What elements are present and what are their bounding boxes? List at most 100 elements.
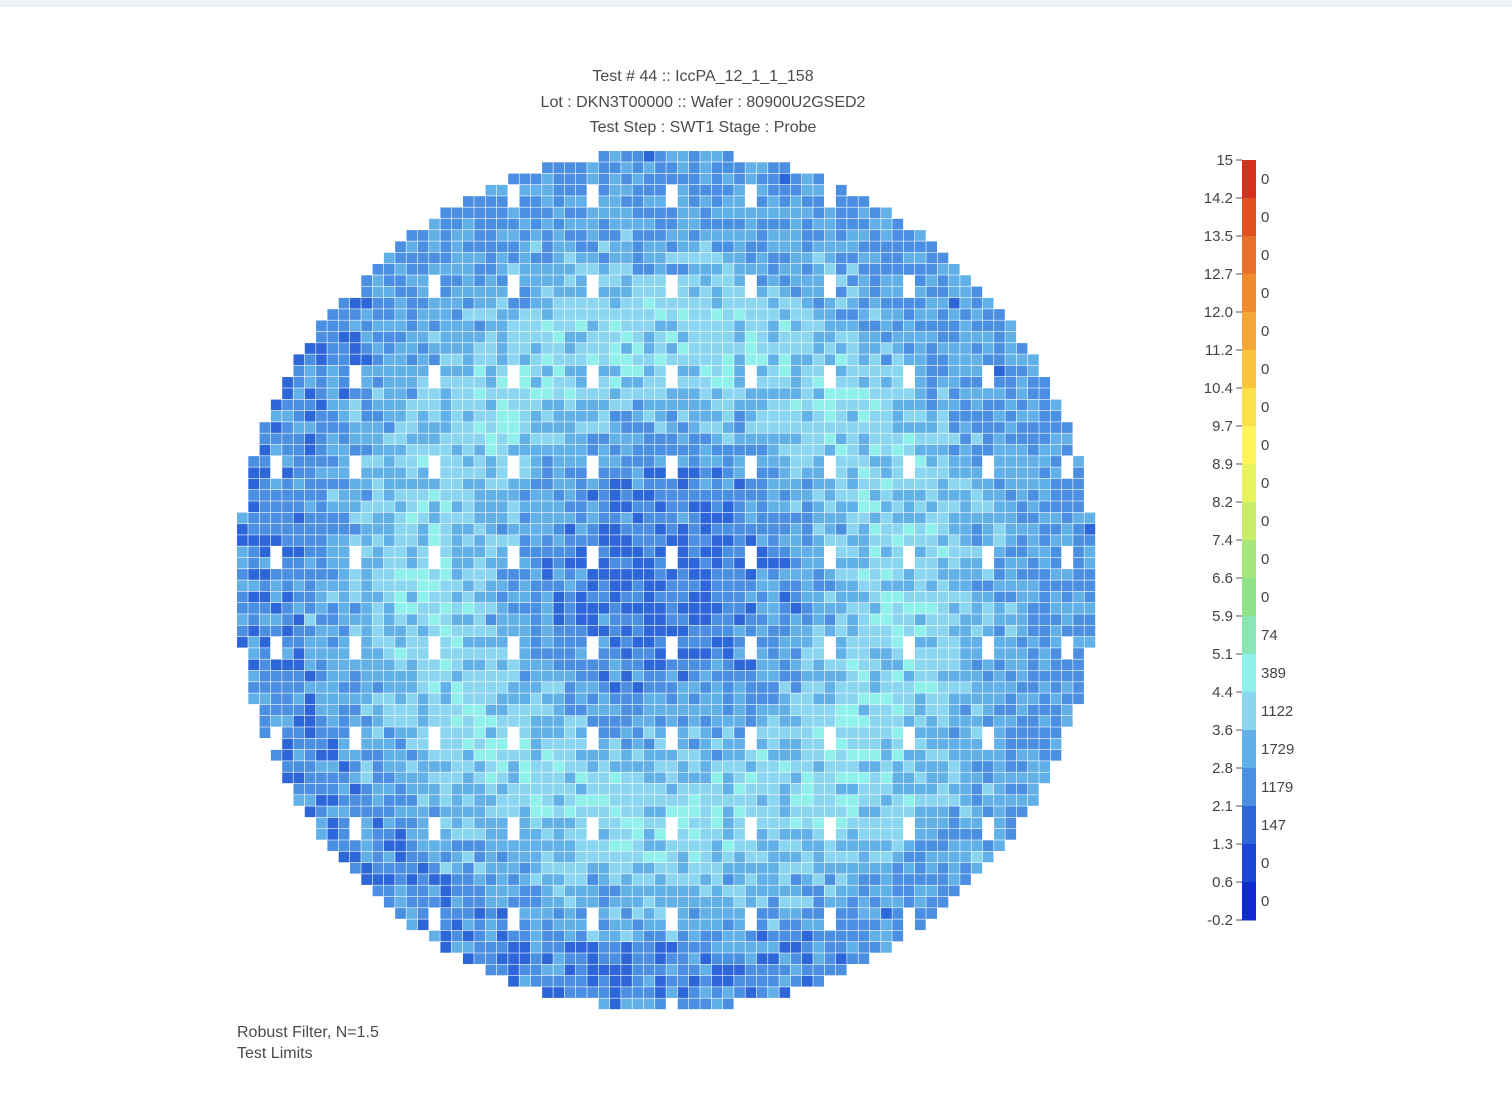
wafer-die: [666, 478, 678, 490]
wafer-die: [474, 365, 485, 377]
wafer-die: [530, 297, 542, 309]
wafer-die: [496, 275, 508, 286]
wafer-die: [700, 196, 711, 207]
wafer-die: [960, 636, 971, 648]
wafer-die: [519, 738, 531, 750]
wafer-die: [813, 919, 824, 931]
wafer-die: [350, 795, 361, 806]
wafer-die: [722, 603, 734, 614]
wafer-die: [406, 783, 418, 795]
wafer-die: [802, 241, 813, 253]
wafer-die: [282, 557, 293, 569]
wafer-die: [858, 546, 870, 558]
wafer-die: [598, 795, 610, 806]
wafer-die: [881, 523, 892, 535]
wafer-die: [417, 806, 429, 818]
colorbar-count-label: 0: [1261, 209, 1269, 226]
wafer-die: [406, 738, 418, 750]
wafer-die: [869, 569, 881, 580]
wafer-die: [790, 840, 802, 851]
wafer-die: [722, 557, 734, 569]
wafer-die: [508, 580, 519, 592]
wafer-die: [869, 546, 881, 558]
wafer-die: [835, 512, 847, 524]
wafer-die: [937, 716, 949, 727]
wafer-die: [948, 840, 960, 851]
wafer-die: [587, 659, 598, 671]
wafer-die: [948, 523, 960, 535]
wafer-die: [756, 275, 768, 286]
wafer-die: [248, 456, 259, 467]
wafer-die: [530, 896, 542, 908]
chart-title: Test # 44 :: IccPA_12_1_1_158 Lot : DKN3…: [0, 64, 1406, 141]
wafer-die: [395, 591, 406, 603]
wafer-die: [519, 817, 531, 829]
wafer-die: [677, 388, 689, 399]
wafer-die: [474, 919, 485, 931]
wafer-die: [915, 896, 926, 908]
wafer-die: [361, 603, 372, 614]
wafer-die: [881, 264, 892, 275]
wafer-die: [395, 320, 406, 332]
wafer-die: [802, 252, 813, 264]
wafer-die: [903, 693, 915, 705]
wafer-die: [406, 603, 418, 614]
wafer-die: [587, 749, 598, 761]
wafer-die: [530, 207, 542, 219]
wafer-die: [519, 727, 531, 738]
wafer-die: [779, 297, 791, 309]
wafer-die: [406, 264, 418, 275]
wafer-die: [440, 648, 452, 659]
wafer-die: [395, 817, 406, 829]
wafer-die: [643, 761, 655, 772]
wafer-die: [598, 478, 610, 490]
wafer-die: [869, 908, 881, 919]
wafer-die: [350, 716, 361, 727]
wafer-die: [1028, 478, 1039, 490]
wafer-die: [587, 885, 598, 897]
wafer-die: [632, 998, 644, 1010]
wafer-die: [711, 478, 723, 490]
wafer-die: [383, 343, 395, 354]
wafer-die: [609, 682, 621, 693]
wafer-die: [496, 252, 508, 264]
wafer-die: [915, 772, 926, 784]
wafer-die: [270, 433, 282, 445]
wafer-die: [994, 331, 1005, 343]
wafer-die: [847, 749, 858, 761]
wafer-die: [892, 478, 904, 490]
wafer-die: [463, 478, 474, 490]
wafer-die: [440, 580, 452, 592]
wafer-die: [994, 727, 1005, 738]
wafer-die: [485, 659, 497, 671]
wafer-die: [350, 512, 361, 524]
wafer-die: [722, 286, 734, 298]
wafer-die: [1005, 580, 1017, 592]
wafer-die: [790, 230, 802, 241]
wafer-die: [327, 399, 339, 411]
wafer-die: [689, 817, 700, 829]
wafer-die: [463, 535, 474, 546]
wafer-die: [1016, 388, 1028, 399]
wafer-die: [361, 478, 372, 490]
wafer-die: [508, 388, 519, 399]
colorbar-bin: [1242, 160, 1256, 199]
wafer-die: [711, 783, 723, 795]
wafer-die: [519, 410, 531, 422]
wafer-die: [350, 523, 361, 535]
wafer-die: [1039, 377, 1050, 388]
wafer-die: [598, 546, 610, 558]
wafer-die: [813, 252, 824, 264]
wafer-die: [734, 953, 745, 964]
wafer-die: [1016, 682, 1028, 693]
wafer-die: [869, 399, 881, 411]
wafer-die: [270, 535, 282, 546]
wafer-die: [790, 964, 802, 976]
wafer-die: [892, 749, 904, 761]
wafer-die: [553, 885, 565, 897]
wafer-die: [677, 885, 689, 897]
wafer-die: [519, 275, 531, 286]
wafer-die: [915, 817, 926, 829]
wafer-die: [316, 727, 327, 738]
wafer-die: [892, 377, 904, 388]
